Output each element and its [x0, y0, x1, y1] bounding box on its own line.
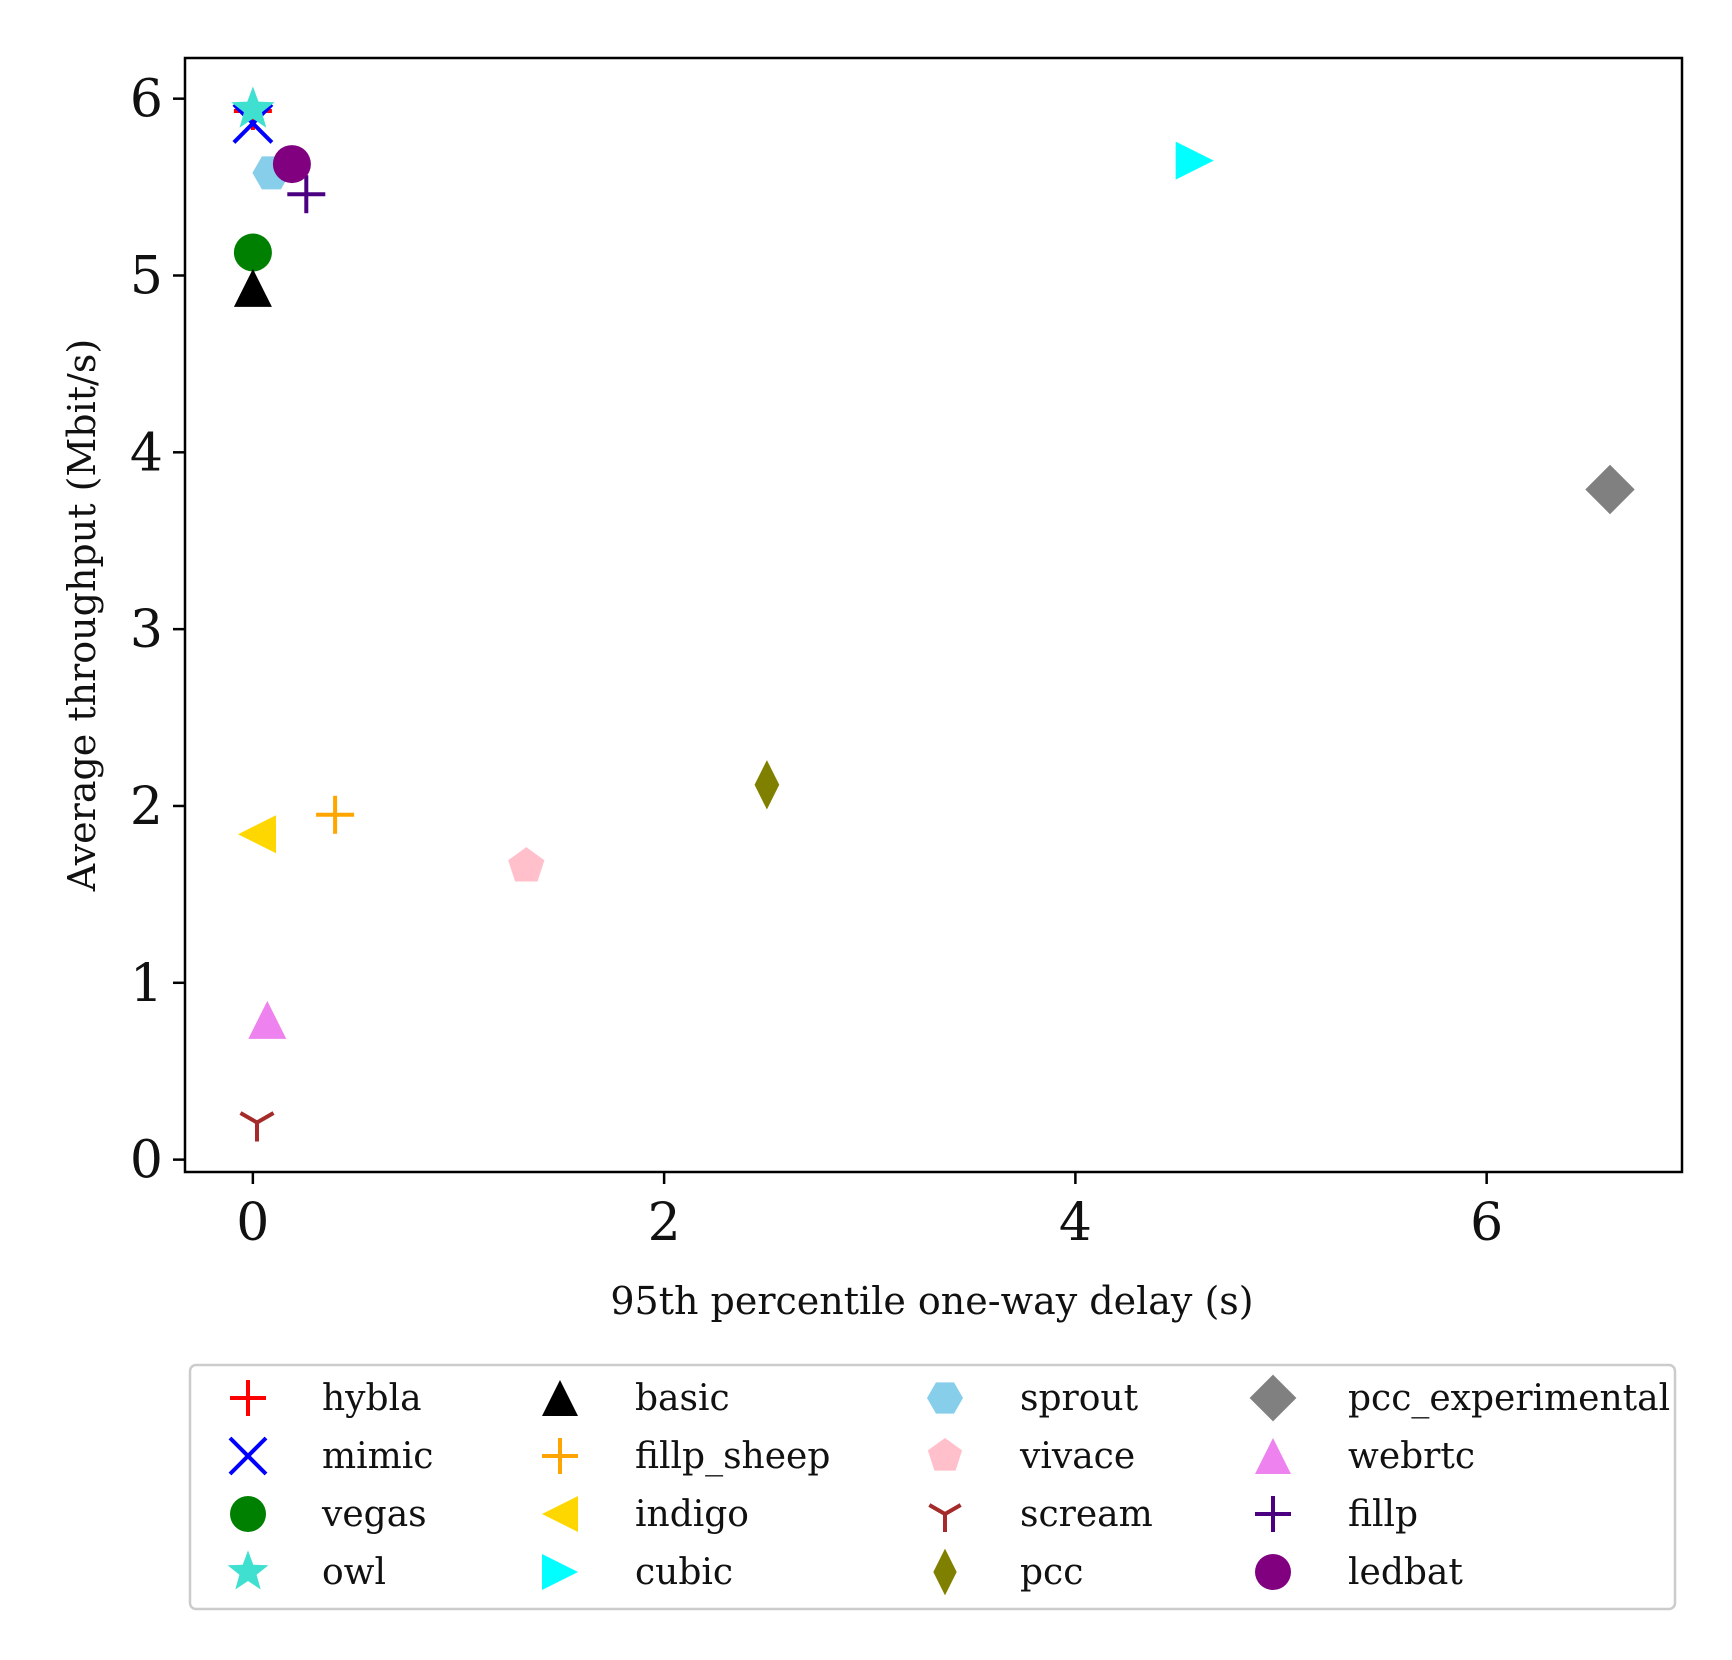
legend-item-indigo: indigo — [542, 1494, 749, 1535]
point-fillp-sheep — [316, 795, 355, 834]
point-mimic — [232, 102, 274, 144]
point-webrtc — [248, 1000, 287, 1039]
legend-item-vivace: vivace — [927, 1436, 1135, 1477]
legend-item-owl: owl — [227, 1550, 386, 1593]
legend-item-mimic: mimic — [228, 1436, 433, 1477]
legend-marker — [928, 1503, 962, 1532]
legend-marker — [542, 1554, 578, 1590]
legend-label: pcc — [1020, 1552, 1083, 1593]
legend-label: owl — [322, 1552, 386, 1593]
y-tick-label: 5 — [130, 246, 163, 306]
x-axis-label: 95th percentile one-way delay (s) — [610, 1279, 1253, 1323]
y-tick-label: 3 — [130, 600, 163, 660]
y-axis-label: Average throughput (Mbit/s) — [60, 339, 104, 892]
x-tick-label: 2 — [648, 1193, 681, 1253]
legend-label: fillp_sheep — [635, 1436, 830, 1477]
point-basic — [233, 268, 272, 307]
legend-label: hybla — [322, 1378, 422, 1419]
legend-item-pcc-experimental: pcc_experimental — [1249, 1374, 1670, 1422]
point-vegas — [233, 233, 272, 272]
point-ledbat — [272, 145, 311, 184]
legend-item-pcc: pcc — [933, 1548, 1083, 1596]
legend-marker — [1255, 1438, 1291, 1474]
legend-label: scream — [1020, 1494, 1153, 1535]
legend-label: indigo — [635, 1494, 749, 1535]
legend-label: cubic — [635, 1552, 733, 1593]
legend-marker — [927, 1438, 963, 1471]
legend-marker — [933, 1548, 957, 1596]
legend-marker — [228, 1436, 268, 1476]
point-scream — [239, 1111, 275, 1142]
point-pcc — [754, 760, 780, 810]
y-tick-label: 1 — [130, 954, 163, 1014]
legend-item-ledbat: ledbat — [1255, 1552, 1463, 1593]
legend-item-hybla: hybla — [230, 1378, 422, 1419]
x-tick-label: 6 — [1470, 1193, 1503, 1253]
point-owl — [231, 86, 275, 128]
legend-marker — [542, 1438, 578, 1474]
legend-marker — [542, 1380, 578, 1416]
y-axis-ticks: 0 1 2 3 4 5 6 — [130, 70, 185, 1191]
legend-marker — [1255, 1554, 1291, 1590]
point-vivace — [508, 847, 545, 882]
legend-marker — [1249, 1374, 1297, 1422]
legend-label: pcc_experimental — [1348, 1378, 1670, 1419]
legend-label: ledbat — [1348, 1552, 1463, 1593]
point-pcc-experimental — [1585, 464, 1635, 515]
point-cubic — [1175, 141, 1214, 180]
legend-label: vegas — [321, 1494, 427, 1535]
y-tick-label: 0 — [130, 1131, 163, 1191]
legend-label: sprout — [1020, 1378, 1139, 1419]
x-axis-ticks: 0 2 4 6 — [236, 1172, 1503, 1253]
legend-marker — [230, 1496, 266, 1532]
point-fillp — [287, 175, 326, 214]
x-tick-label: 0 — [236, 1193, 269, 1253]
y-tick-label: 4 — [130, 423, 163, 483]
data-points — [231, 86, 1635, 1142]
legend-item-scream: scream — [928, 1494, 1153, 1535]
legend-marker — [1255, 1496, 1291, 1532]
legend: hybla mimic vegas owl basic fillp_sheepindigo… — [227, 1374, 1670, 1596]
y-tick-label: 2 — [130, 777, 163, 837]
legend-item-fillp: fillp — [1255, 1494, 1418, 1535]
legend-item-cubic: cubic — [542, 1552, 733, 1593]
legend-item-sprout: sprout — [927, 1378, 1139, 1419]
plot-area-frame — [183, 56, 1684, 1174]
legend-box — [188, 1363, 1677, 1611]
legend-marker — [227, 1550, 269, 1590]
legend-item-basic: basic — [542, 1378, 730, 1419]
legend-label: basic — [635, 1378, 730, 1419]
legend-label: mimic — [322, 1436, 433, 1477]
legend-item-vegas: vegas — [230, 1494, 427, 1535]
legend-label: vivace — [1019, 1436, 1135, 1477]
point-indigo — [238, 815, 276, 854]
legend-item-webrtc: webrtc — [1255, 1436, 1475, 1477]
legend-label: fillp — [1348, 1494, 1418, 1535]
legend-marker — [927, 1382, 963, 1414]
legend-marker — [230, 1380, 266, 1416]
x-tick-label: 4 — [1059, 1193, 1092, 1253]
legend-label: webrtc — [1348, 1436, 1475, 1477]
y-tick-label: 6 — [130, 70, 163, 130]
legend-item-fillp-sheep: fillp_sheep — [542, 1436, 830, 1477]
legend-marker — [542, 1496, 578, 1532]
